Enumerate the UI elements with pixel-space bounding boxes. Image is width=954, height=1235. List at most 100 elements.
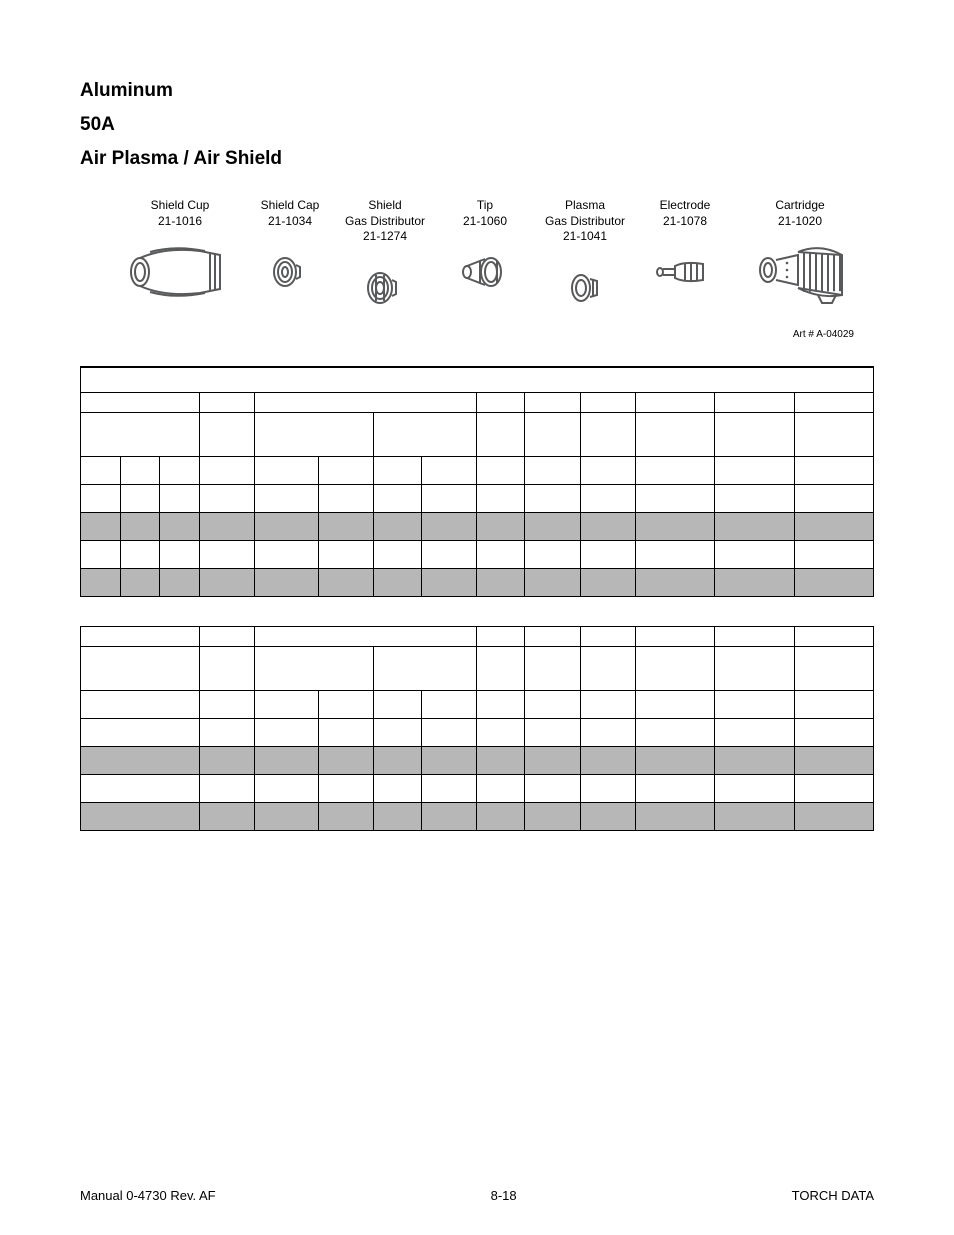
cell	[525, 627, 581, 647]
part-name: Plasma	[565, 198, 605, 214]
cell	[580, 719, 636, 747]
part-name: Cartridge	[775, 198, 824, 214]
cell	[580, 541, 636, 569]
cell	[580, 485, 636, 513]
cell	[636, 647, 715, 691]
part-number: 21-1060	[463, 214, 507, 230]
cell	[580, 775, 636, 803]
cell	[374, 647, 477, 691]
cell	[318, 569, 374, 597]
cell	[477, 485, 525, 513]
cell	[636, 413, 715, 457]
cell	[199, 719, 255, 747]
cell	[374, 541, 422, 569]
part-5: Electrode21-1078	[640, 198, 730, 307]
cell	[525, 413, 581, 457]
cell	[580, 627, 636, 647]
part-name: Shield	[368, 198, 401, 214]
cell	[318, 541, 374, 569]
cell	[120, 485, 160, 513]
cell	[636, 393, 715, 413]
cell	[715, 457, 794, 485]
cell	[374, 775, 422, 803]
cell	[794, 541, 873, 569]
cell	[255, 569, 318, 597]
heading-material: Aluminum	[80, 80, 874, 102]
cell	[794, 775, 873, 803]
cell	[525, 513, 581, 541]
cell	[421, 719, 477, 747]
footer-manual: Manual 0-4730 Rev. AF	[80, 1188, 216, 1203]
cell	[199, 691, 255, 719]
cell	[477, 747, 525, 775]
cell	[477, 541, 525, 569]
part-6: Cartridge21-1020	[730, 198, 870, 307]
cell	[636, 747, 715, 775]
cell	[477, 803, 525, 831]
cell	[636, 541, 715, 569]
cell	[160, 513, 200, 541]
cell	[81, 775, 200, 803]
cell	[199, 647, 255, 691]
cell	[81, 485, 121, 513]
cell	[318, 747, 374, 775]
cell	[580, 393, 636, 413]
cell	[199, 803, 255, 831]
cell	[525, 457, 581, 485]
cell	[794, 803, 873, 831]
cell	[199, 627, 255, 647]
cutting-data-table	[80, 366, 874, 832]
cell	[81, 691, 200, 719]
page-footer: Manual 0-4730 Rev. AF 8-18 TORCH DATA	[80, 1188, 874, 1203]
cell	[636, 485, 715, 513]
cell	[120, 457, 160, 485]
cell	[794, 457, 873, 485]
cell	[160, 485, 200, 513]
cell	[199, 775, 255, 803]
part-number: 21-1020	[778, 214, 822, 230]
cell	[160, 541, 200, 569]
cell	[81, 393, 200, 413]
cell	[525, 747, 581, 775]
cell	[715, 485, 794, 513]
cell	[715, 393, 794, 413]
part-name: Shield Cup	[151, 198, 210, 214]
cell	[794, 513, 873, 541]
cell	[421, 541, 477, 569]
cell	[525, 393, 581, 413]
cell	[636, 513, 715, 541]
cell	[580, 413, 636, 457]
footer-page-num: 8-18	[491, 1188, 517, 1203]
part-3: Tip21-1060	[440, 198, 530, 307]
cell	[715, 541, 794, 569]
cell	[255, 627, 477, 647]
cell	[255, 485, 318, 513]
cell	[715, 775, 794, 803]
cell	[81, 541, 121, 569]
cell	[318, 775, 374, 803]
part-name-2: Gas Distributor	[345, 214, 425, 230]
cell	[81, 569, 121, 597]
cell	[715, 719, 794, 747]
cell	[421, 485, 477, 513]
part-number: 21-1041	[563, 229, 607, 245]
heading-process: Air Plasma / Air Shield	[80, 148, 874, 170]
cell	[318, 691, 374, 719]
cell	[794, 719, 873, 747]
cell	[374, 485, 422, 513]
cell	[636, 457, 715, 485]
cell	[636, 691, 715, 719]
cell	[318, 719, 374, 747]
cell	[477, 513, 525, 541]
cell	[580, 803, 636, 831]
cell	[374, 691, 422, 719]
page-headings: Aluminum 50A Air Plasma / Air Shield	[80, 80, 874, 170]
cell	[81, 597, 874, 627]
cell	[715, 513, 794, 541]
cell	[199, 747, 255, 775]
cell	[81, 803, 200, 831]
cell	[318, 803, 374, 831]
cell	[318, 457, 374, 485]
cell	[81, 513, 121, 541]
cell	[636, 569, 715, 597]
